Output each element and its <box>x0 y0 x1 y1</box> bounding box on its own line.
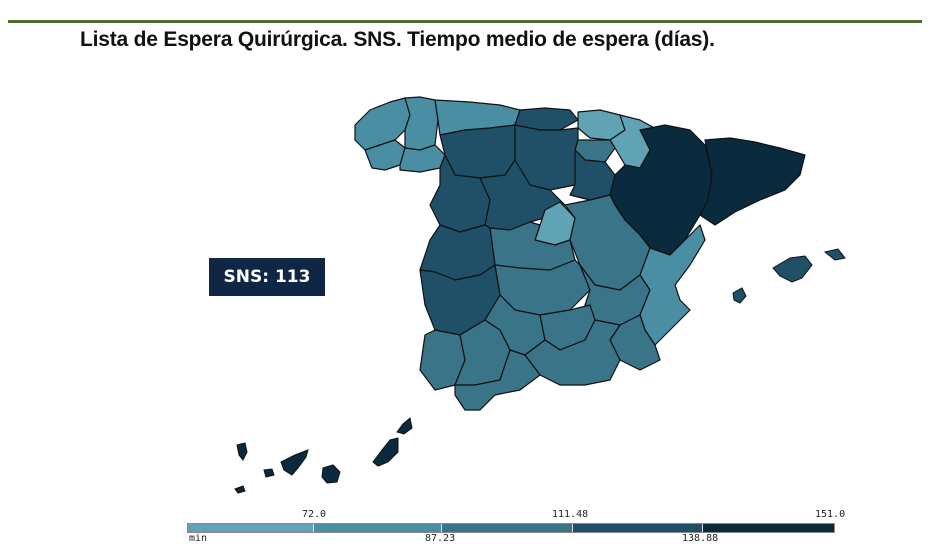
region-canarias-gran-canaria[interactable] <box>321 464 341 484</box>
region-canarias-tenerife[interactable] <box>280 449 309 476</box>
region-baleares-ibiza[interactable] <box>732 287 747 304</box>
legend-class-3 <box>442 524 573 532</box>
region-canarias-fuerteventura[interactable] <box>372 437 399 467</box>
legend-label-151: 151.0 <box>815 509 846 520</box>
sns-national-average-badge: SNS: 113 <box>209 258 325 296</box>
legend-label-min: min <box>189 533 208 544</box>
region-canarias-el-hierro[interactable] <box>234 485 246 494</box>
region-baleares-menorca[interactable] <box>823 248 846 261</box>
region-galicia-ourense[interactable] <box>399 144 446 173</box>
legend-color-bar <box>187 523 835 533</box>
legend-label-87-23: 87.23 <box>425 533 456 544</box>
legend-label-138-88: 138.88 <box>682 533 719 544</box>
legend-class-5 <box>703 524 834 532</box>
page-title: Lista de Espera Quirúrgica. SNS. Tiempo … <box>80 28 715 51</box>
legend-label-111-48: 111.48 <box>552 509 589 520</box>
region-galicia-coruna[interactable] <box>354 97 411 151</box>
region-cataluna[interactable] <box>699 137 806 226</box>
region-canarias-lanzarote[interactable] <box>396 417 413 435</box>
legend-label-72: 72.0 <box>302 509 327 520</box>
region-baleares-mallorca[interactable] <box>772 255 813 283</box>
legend-class-2 <box>313 524 443 532</box>
legend-class-4 <box>572 524 704 532</box>
top-rule <box>8 20 922 23</box>
region-canarias-la-palma[interactable] <box>236 442 248 461</box>
region-andalucia-cadiz-malaga[interactable] <box>454 349 541 411</box>
region-galicia-lugo[interactable] <box>404 96 439 151</box>
region-canarias-la-gomera[interactable] <box>263 468 275 478</box>
region-comunitat-valenciana[interactable] <box>639 224 706 346</box>
legend: 72.0 111.48 151.0 min 87.23 138.88 <box>187 509 845 549</box>
legend-class-1 <box>188 524 314 532</box>
